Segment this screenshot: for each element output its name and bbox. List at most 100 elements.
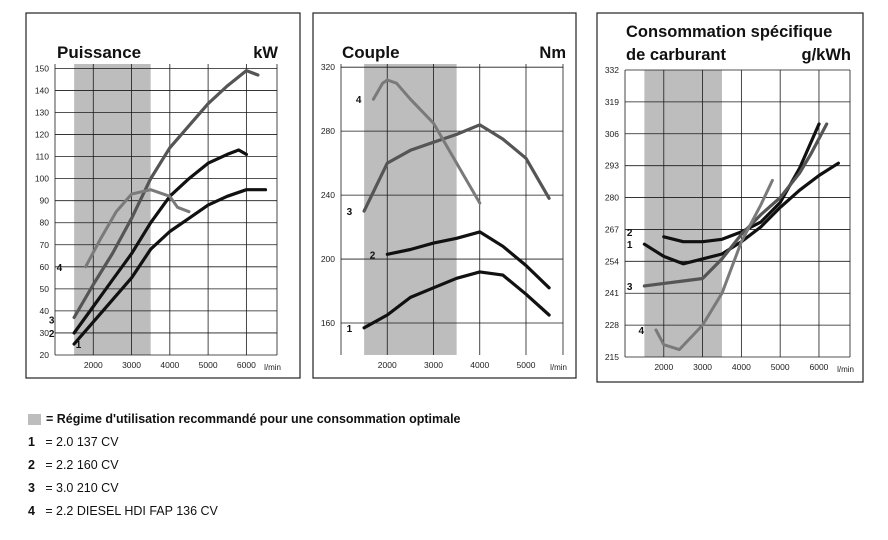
series-label-3: 3 <box>49 316 55 327</box>
y-tick-label: 100 <box>35 174 49 184</box>
x-tick-label: 2000 <box>84 360 103 370</box>
series-line-1 <box>362 270 551 330</box>
y-tick-label: 254 <box>605 256 619 266</box>
series-line-1 <box>72 188 268 346</box>
legend-item: 1 = 2.0 137 CV <box>28 431 628 454</box>
y-tick-label: 30 <box>40 328 50 338</box>
y-tick-label: 241 <box>605 288 619 298</box>
legend-equals: = <box>45 504 53 518</box>
y-tick-label: 130 <box>35 108 49 118</box>
series-line-2 <box>385 230 551 290</box>
x-axis-label: l/min <box>264 363 281 372</box>
x-axis-label: l/min <box>550 363 567 372</box>
series-line-4 <box>84 188 191 269</box>
series-label-1: 1 <box>76 340 82 351</box>
y-tick-label: 306 <box>605 129 619 139</box>
chart-panel: Puissance kW 20 30 40 50 60 70 80 90 100 110 120 130 1… <box>25 12 301 379</box>
y-tick-label: 320 <box>321 62 335 72</box>
series-line-3 <box>362 123 551 213</box>
y-tick-label: 70 <box>40 240 50 250</box>
y-tick-label: 150 <box>35 63 49 73</box>
x-tick-label: 2000 <box>654 362 673 372</box>
x-tick-label: 3000 <box>122 360 141 370</box>
legend-key: 3 <box>28 481 35 495</box>
shaded-zone-swatch <box>28 414 41 425</box>
y-tick-label: 319 <box>605 97 619 107</box>
series-label-3: 3 <box>347 207 353 218</box>
legend-equals: = <box>45 481 53 495</box>
y-tick-label: 160 <box>321 318 335 328</box>
series-line-3 <box>642 122 829 288</box>
x-tick-label: 5000 <box>771 362 790 372</box>
chart-unit: Nm <box>539 44 566 62</box>
series-label-1: 1 <box>627 240 633 251</box>
y-tick-label: 280 <box>605 193 619 203</box>
x-tick-label: 3000 <box>693 362 712 372</box>
x-tick-label: 6000 <box>237 360 256 370</box>
legend-item: 4 = 2.2 DIESEL HDI FAP 136 CV <box>28 500 628 523</box>
legend-key: 1 <box>28 435 35 449</box>
legend-key: 4 <box>28 504 35 518</box>
legend-text: 2.2 160 CV <box>56 458 119 472</box>
series-line-4 <box>654 178 774 352</box>
y-tick-label: 80 <box>40 218 50 228</box>
x-tick-label: 5000 <box>517 360 536 370</box>
chart-panel: Consommation spécifique de carburant g/kWh… <box>596 12 864 383</box>
legend-text: 2.2 DIESEL HDI FAP 136 CV <box>56 504 218 518</box>
y-tick-label: 332 <box>605 65 619 75</box>
y-tick-label: 60 <box>40 262 50 272</box>
chart-title-line-1: Consommation spécifique <box>626 23 832 41</box>
legend-item: 2 = 2.2 160 CV <box>28 454 628 477</box>
x-tick-label: 4000 <box>732 362 751 372</box>
series-label-1: 1 <box>347 324 353 335</box>
chart-unit: kW <box>253 44 278 62</box>
chart-title: Puissance <box>57 43 141 62</box>
recommended-zone <box>644 70 722 357</box>
y-tick-label: 50 <box>40 284 50 294</box>
series-label-4: 4 <box>356 95 362 106</box>
y-tick-label: 110 <box>35 152 49 162</box>
recommended-zone <box>364 64 457 355</box>
chart-panel: Couple Nm 160 200 240 280 320 2000 3000 4000 5000 l… <box>312 12 577 379</box>
y-tick-label: 120 <box>35 130 49 140</box>
y-tick-label: 200 <box>321 254 335 264</box>
y-tick-label: 293 <box>605 161 619 171</box>
x-tick-label: 2000 <box>378 360 397 370</box>
legend-equals: = <box>45 435 53 449</box>
y-tick-label: 240 <box>321 190 335 200</box>
y-tick-label: 215 <box>605 352 619 362</box>
recommended-zone <box>74 64 151 355</box>
y-tick-label: 228 <box>605 320 619 330</box>
legend-zone-text: = Régime d'utilisation recommandé pour u… <box>46 412 461 426</box>
y-tick-label: 20 <box>40 350 50 360</box>
legend-equals: = <box>45 458 53 472</box>
x-tick-label: 3000 <box>424 360 443 370</box>
charts-area: Puissance kW 20 30 40 50 60 70 80 90 100 110 120 130 1… <box>25 12 864 383</box>
x-tick-label: 4000 <box>470 360 489 370</box>
x-tick-label: 5000 <box>199 360 218 370</box>
series-line-4 <box>371 78 482 205</box>
x-tick-label: 4000 <box>160 360 179 370</box>
y-tick-label: 40 <box>40 306 50 316</box>
legend-item: 3 = 3.0 210 CV <box>28 477 628 500</box>
series-label-3: 3 <box>627 282 633 293</box>
chart-unit: g/kWh <box>802 46 852 64</box>
series-label-2: 2 <box>370 250 376 261</box>
legend-key: 2 <box>28 458 35 472</box>
legend-zone-row: = Régime d'utilisation recommandé pour u… <box>28 408 628 431</box>
series-label-4: 4 <box>638 326 644 337</box>
legend-text: 2.0 137 CV <box>56 435 119 449</box>
y-tick-label: 280 <box>321 126 335 136</box>
y-tick-label: 140 <box>35 85 49 95</box>
chart-title: Couple <box>342 43 400 62</box>
series-label-4: 4 <box>57 263 63 274</box>
series-label-2: 2 <box>49 329 55 340</box>
series-label-2: 2 <box>627 228 633 239</box>
chart-title-line-2: de carburant <box>626 46 726 64</box>
legend-text: 3.0 210 CV <box>56 481 119 495</box>
series-line-3 <box>72 68 260 320</box>
y-tick-label: 90 <box>40 196 50 206</box>
legend: = Régime d'utilisation recommandé pour u… <box>28 408 628 523</box>
x-tick-label: 6000 <box>810 362 829 372</box>
x-axis-label: l/min <box>837 365 854 374</box>
